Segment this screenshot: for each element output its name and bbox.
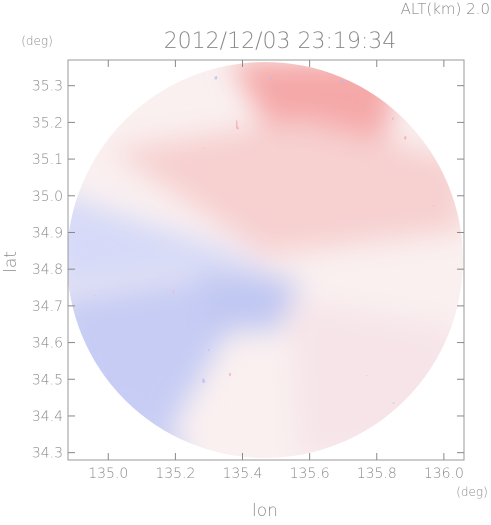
y-tick-label: 34.5	[32, 372, 63, 388]
y-tick-label: 34.6	[32, 336, 63, 352]
plot-frame	[67, 59, 465, 461]
radar-field	[68, 62, 463, 458]
y-tick-label: 34.4	[32, 409, 63, 425]
x-unit: (deg)	[456, 485, 488, 499]
y-tick-label: 34.8	[32, 262, 63, 278]
x-axis-label: lon	[252, 501, 278, 521]
x-tick-label: 136.0	[424, 466, 464, 482]
y-tick-label: 35.1	[32, 152, 63, 168]
x-tick-label: 135.2	[155, 466, 195, 482]
y-axis-label: lat	[1, 251, 21, 273]
chart-title: 2012/12/03 23:19:34	[164, 29, 397, 54]
y-tick-label: 35.2	[32, 115, 63, 131]
x-tick-label: 135.4	[222, 466, 262, 482]
y-tick-label: 34.9	[32, 225, 63, 241]
y-tick-label: 35.0	[32, 189, 63, 205]
altitude-label: ALT(km) 2.0	[401, 0, 490, 18]
x-tick-label: 135.0	[88, 466, 128, 482]
y-tick-label: 34.7	[32, 299, 63, 315]
x-tick-label: 135.8	[357, 466, 397, 482]
y-unit: (deg)	[21, 34, 53, 48]
x-tick-label: 135.6	[290, 466, 330, 482]
y-tick-label: 35.3	[32, 79, 63, 95]
y-tick-label: 34.3	[32, 446, 63, 462]
